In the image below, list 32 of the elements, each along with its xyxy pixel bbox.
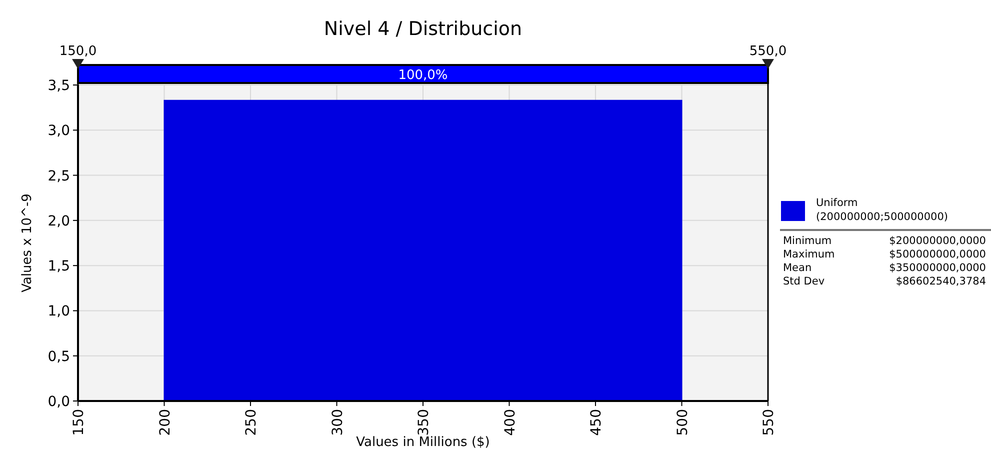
y-tick-label: 1,5 xyxy=(48,258,70,275)
text: Std Dev xyxy=(783,276,825,288)
y-tick-label: 0,0 xyxy=(48,394,70,410)
x-tick-label: 200 xyxy=(157,409,174,436)
y-tick-label: 0,5 xyxy=(48,348,70,365)
x-tick-label: 300 xyxy=(330,409,346,436)
text: Maximum xyxy=(783,248,835,260)
x-tick-label: 550 xyxy=(761,409,777,436)
text: $350000000,0000 xyxy=(889,262,986,274)
x-tick-label: 400 xyxy=(502,409,518,436)
x-tick-label: 450 xyxy=(588,409,604,436)
text: $200000000,0000 xyxy=(889,235,986,247)
y-tick-label: 3,5 xyxy=(48,78,70,94)
x-tick-label: 250 xyxy=(244,409,260,436)
chart-title: Nivel 4 / Distribucion xyxy=(324,18,522,40)
y-tick-label: 2,5 xyxy=(48,168,70,184)
x-tick-label: 500 xyxy=(674,409,691,436)
x-tick-label: 350 xyxy=(416,409,432,436)
text: $500000000,0000 xyxy=(889,248,986,260)
y-tick-label: 2,0 xyxy=(48,213,70,230)
text: Minimum xyxy=(783,235,832,247)
text: 100,0% xyxy=(398,68,448,83)
y-tick-label: 1,0 xyxy=(48,304,70,320)
y-axis-title: Values x 10^-9 xyxy=(20,194,35,292)
ref-line-label: 150,0 xyxy=(59,44,97,59)
x-tick-label: 150 xyxy=(71,409,87,436)
y-tick-label: 3,0 xyxy=(48,123,70,140)
text: Mean xyxy=(783,262,812,274)
x-axis-title: Values in Millions ($) xyxy=(356,435,490,450)
text: $86602540,3784 xyxy=(896,276,986,288)
legend-label: Uniform (200000000;500000000) xyxy=(816,197,948,223)
ref-line-label: 550,0 xyxy=(749,44,787,59)
